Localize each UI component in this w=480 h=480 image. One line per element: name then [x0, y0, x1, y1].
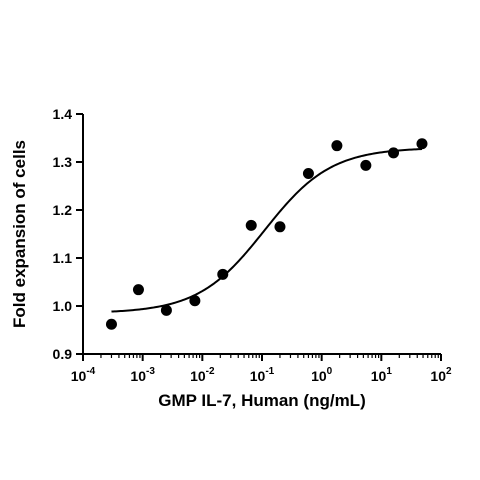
- data-point: [302, 168, 314, 180]
- x-axis-title: GMP IL-7, Human (ng/mL): [158, 391, 365, 410]
- x-ticks: 10-4 10-3 10-2 10-1 100 101 102: [71, 354, 452, 384]
- data-point: [160, 304, 172, 316]
- x-tick-label: 102: [430, 366, 452, 384]
- data-point: [105, 318, 117, 330]
- data-point: [360, 159, 372, 171]
- data-point: [189, 295, 201, 307]
- x-tick-label: 101: [371, 366, 393, 384]
- y-tick-label: 0.9: [53, 346, 73, 362]
- x-tick-label: 10-4: [71, 366, 96, 384]
- x-tick-label: 100: [311, 366, 333, 384]
- y-ticks: 0.9 1.0 1.1 1.2 1.3 1.4: [53, 106, 83, 362]
- y-tick-label: 1.2: [53, 202, 73, 218]
- data-points: [105, 138, 428, 330]
- y-axis-title: Fold expansion of cells: [10, 140, 29, 328]
- data-point: [331, 140, 343, 152]
- data-point: [274, 221, 286, 233]
- fit-curve: [111, 148, 423, 313]
- y-tick-label: 1.4: [53, 106, 73, 122]
- data-point: [388, 147, 400, 159]
- x-tick-label: 10-3: [130, 366, 155, 384]
- data-point: [217, 268, 229, 280]
- data-point: [416, 138, 428, 150]
- y-axis: 0.9 1.0 1.1 1.2 1.3 1.4: [53, 106, 84, 362]
- x-tick-label: 10-2: [190, 366, 215, 384]
- y-tick-label: 1.0: [53, 298, 73, 314]
- data-point: [245, 219, 257, 231]
- x-tick-label: 10-1: [250, 366, 275, 384]
- y-tick-label: 1.3: [53, 154, 73, 170]
- y-tick-label: 1.1: [53, 250, 73, 266]
- data-point: [132, 284, 144, 296]
- x-axis: 10-4 10-3 10-2 10-1 100 101 102: [71, 353, 452, 384]
